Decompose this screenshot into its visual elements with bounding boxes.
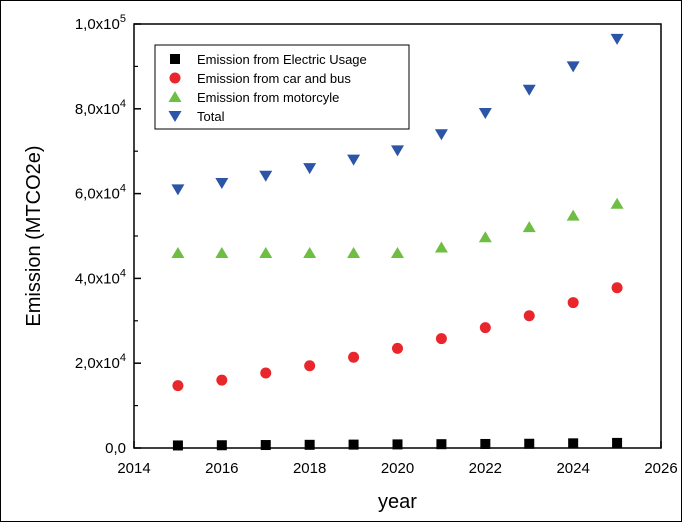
point-emission-from-motorcyle [478,231,492,243]
point-emission-from-car-and-bus [260,367,272,379]
x-tick-label: 2022 [469,460,502,477]
legend-marker [169,72,181,84]
point-emission-from-motorcyle [215,246,229,258]
point-emission-from-motorcyle [522,221,536,233]
point-emission-from-motorcyle [610,197,624,209]
legend-label: Total [197,109,225,124]
x-tick-label: 2016 [205,460,238,477]
point-emission-from-electric-usage [216,440,227,451]
x-tick-label: 2014 [117,460,150,477]
point-total [303,163,317,175]
point-emission-from-car-and-bus [304,360,316,372]
data-points [171,33,624,451]
point-total [522,84,536,96]
y-axis-label: Emission (MTCO2e) [23,145,45,326]
x-tick-label: 2024 [556,460,589,477]
legend: Emission from Electric Usage Emission fro… [154,44,410,130]
legend-label: Emission from motorcyle [197,90,339,105]
legend-marker [168,111,182,122]
point-emission-from-electric-usage [260,440,271,451]
x-tick-label: 2018 [293,460,326,477]
y-tick-label: 8,0x104 [75,98,126,118]
point-emission-from-motorcyle [391,246,404,258]
point-total [171,184,185,196]
point-emission-from-motorcyle [303,246,317,258]
point-emission-from-car-and-bus [523,310,535,322]
legend-box [154,44,410,130]
point-emission-from-car-and-bus [392,342,403,354]
point-emission-from-motorcyle [434,241,448,253]
legend-label: Emission from Electric Usage [197,52,367,67]
y-tick-label: 2,0x104 [75,352,126,372]
point-total [478,108,492,120]
y-tick-label: 1,0x105 [75,13,126,33]
point-emission-from-motorcyle [566,209,580,221]
x-tick-label: 2020 [381,460,414,477]
point-emission-from-car-and-bus [348,351,360,363]
point-total [347,154,361,166]
point-emission-from-electric-usage [568,438,579,449]
legend-marker [170,54,180,64]
point-emission-from-car-and-bus [435,333,447,345]
y-tick-label: 4,0x104 [75,267,126,287]
point-emission-from-motorcyle [347,246,361,258]
point-emission-from-car-and-bus [567,297,579,309]
point-total [391,145,404,157]
point-emission-from-car-and-bus [611,282,623,294]
y-tick-label: 0,0 [105,440,126,457]
point-emission-from-motorcyle [259,246,273,258]
point-total [215,178,229,189]
point-total [566,61,580,73]
y-tick-label: 6,0x104 [75,183,126,203]
point-emission-from-electric-usage [612,437,623,448]
point-emission-from-electric-usage [392,439,403,450]
point-total [259,170,273,182]
x-tick-label: 2026 [644,460,677,477]
point-total [434,129,448,141]
point-emission-from-electric-usage [172,440,183,451]
point-emission-from-electric-usage [524,438,535,449]
point-emission-from-electric-usage [436,439,447,450]
ticks: 2014 2016 2018 2020 2022 2024 2026 0,0 2,0x104 4,… [75,13,678,477]
point-emission-from-car-and-bus [479,322,491,334]
point-emission-from-motorcyle [171,246,185,258]
point-emission-from-car-and-bus [172,380,184,392]
point-emission-from-electric-usage [304,439,315,450]
point-total [610,33,624,45]
point-emission-from-electric-usage [348,439,359,450]
legend-label: Emission from car and bus [197,71,351,86]
point-emission-from-electric-usage [480,438,491,449]
legend-marker [168,91,182,102]
point-emission-from-car-and-bus [216,374,228,386]
x-axis-label: year [378,491,417,513]
